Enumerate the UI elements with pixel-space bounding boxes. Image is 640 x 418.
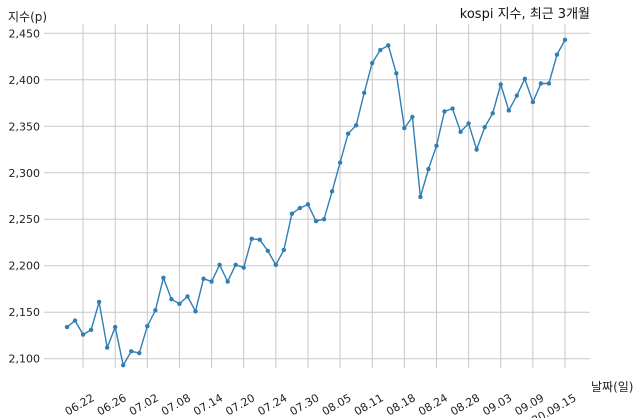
data-point (442, 109, 447, 114)
y-tick-label: 2,200 (9, 260, 41, 273)
x-tick-label: 07.08 (159, 391, 193, 418)
data-point (562, 37, 568, 43)
data-point (490, 111, 495, 116)
data-point (530, 99, 536, 105)
data-point (370, 60, 375, 66)
data-point (96, 299, 102, 305)
data-point (450, 106, 455, 111)
data-point (72, 318, 78, 323)
data-point (458, 129, 463, 135)
data-point (249, 236, 254, 241)
data-point (361, 90, 367, 96)
y-tick-label: 2,100 (9, 353, 41, 366)
x-tick-label: 08.28 (448, 391, 482, 418)
data-point (233, 262, 238, 267)
data-point (474, 147, 479, 152)
data-point (177, 301, 182, 307)
data-point (546, 81, 552, 86)
data-point (498, 82, 503, 87)
data-point (112, 324, 118, 330)
x-tick-label: 08.05 (320, 391, 354, 418)
data-point (378, 47, 383, 53)
y-tick-label: 2,400 (9, 74, 41, 87)
data-point (129, 349, 134, 354)
data-point (394, 71, 399, 76)
data-point (345, 131, 351, 136)
x-tick-label: 08.18 (384, 391, 418, 418)
data-point (80, 332, 86, 337)
data-point (305, 202, 311, 207)
data-point (482, 125, 487, 130)
x-tick-label: 07.30 (288, 391, 322, 418)
x-axis-label: 날짜(일) (591, 380, 633, 394)
data-point (88, 327, 94, 333)
x-tick-label: 07.14 (191, 391, 225, 418)
data-point (418, 194, 423, 200)
y-tick-label: 2,150 (9, 306, 41, 319)
data-point (466, 121, 471, 126)
data-point (241, 265, 246, 270)
y-tick-label: 2,350 (9, 120, 41, 133)
data-point (554, 52, 560, 57)
series-line (66, 39, 566, 368)
chart-title: kospi 지수, 최근 3개월 (460, 7, 590, 22)
data-point (321, 217, 327, 222)
series-group (64, 37, 568, 368)
y-axis-label: 지수(p) (8, 10, 47, 24)
data-point (353, 123, 359, 128)
data-point (64, 324, 70, 330)
data-point (121, 363, 126, 368)
data-point (337, 160, 343, 165)
data-point (410, 114, 415, 120)
y-tick-label: 2,250 (9, 213, 41, 226)
data-point (402, 125, 407, 131)
data-point (386, 43, 391, 48)
data-point (153, 308, 158, 313)
data-point (137, 350, 142, 356)
data-point (297, 205, 303, 211)
x-axis-ticks: 06.2206.2607.0207.0807.1407.2007.2407.30… (63, 391, 579, 418)
data-point (522, 76, 528, 82)
data-point (201, 276, 206, 281)
data-point (161, 275, 166, 281)
data-point (257, 237, 262, 242)
x-tick-label: 07.20 (223, 391, 257, 418)
data-point (506, 108, 511, 113)
data-point (169, 297, 174, 302)
data-point (514, 93, 520, 98)
data-point (217, 262, 222, 267)
x-tick-label: 06.26 (95, 391, 129, 418)
x-tick-label: 06.22 (63, 391, 97, 418)
x-tick-label: 07.24 (256, 391, 290, 418)
data-point (313, 218, 319, 224)
data-point (289, 211, 295, 216)
data-point (104, 345, 110, 350)
data-point (329, 189, 335, 194)
grid-lines (44, 24, 590, 368)
x-tick-label: 09.03 (480, 391, 514, 418)
x-tick-label: 07.02 (127, 391, 161, 418)
data-point (193, 309, 198, 314)
data-point (185, 294, 190, 299)
data-point (225, 279, 230, 284)
data-point (434, 143, 439, 148)
x-tick-label: 08.11 (352, 391, 386, 418)
data-point (209, 279, 214, 284)
y-tick-label: 2,450 (9, 27, 41, 40)
data-point (145, 323, 150, 329)
data-point (273, 262, 279, 267)
data-point (265, 248, 271, 254)
x-tick-label: 08.24 (416, 391, 450, 418)
y-axis-ticks: 2,100 2,150 2,200 2,250 2,300 2,350 2,400 2,450 (9, 27, 41, 365)
data-point (426, 166, 431, 172)
y-tick-label: 2,300 (9, 167, 41, 180)
data-point (538, 81, 544, 86)
data-point (281, 247, 287, 253)
